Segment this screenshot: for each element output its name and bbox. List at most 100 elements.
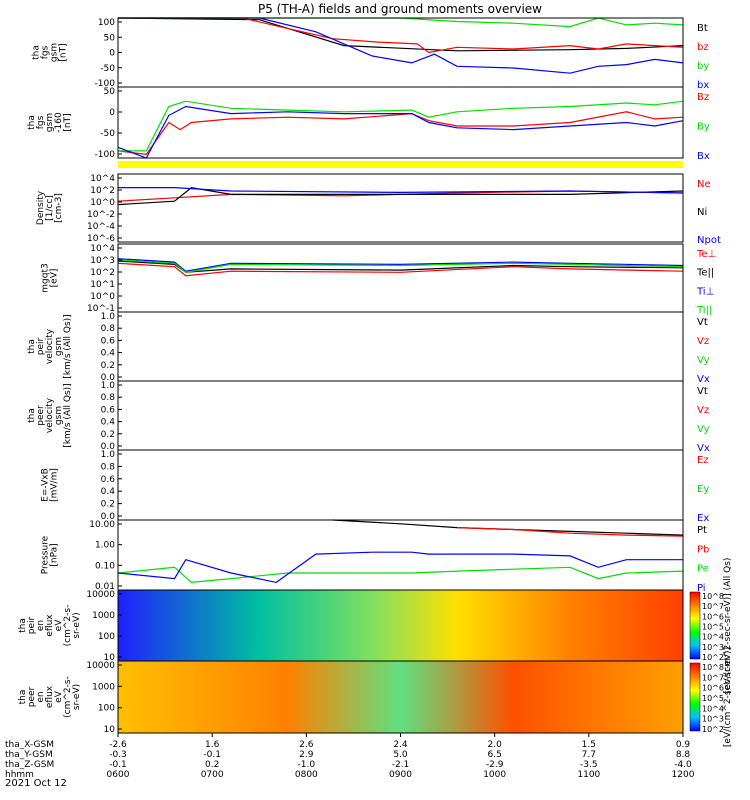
panel-frame <box>117 449 684 521</box>
quality-bar <box>118 161 683 168</box>
legend-Bt: Bt <box>697 23 708 34</box>
x-tick-label: 0900 <box>389 770 412 780</box>
x-tick-label: 2.0 <box>488 740 503 750</box>
y-tick-label: 0.0 <box>101 512 116 522</box>
y-axis-label: tha fgs gsm -160 [nT] <box>27 112 73 133</box>
series-line-Te|| <box>117 260 684 273</box>
y-tick-label: 1000 <box>92 682 115 692</box>
y-tick-label: 10000 <box>86 590 115 600</box>
svg-text:peir: peir <box>36 337 46 355</box>
y-tick-label: 1.00 <box>95 541 115 551</box>
x-tick-label: -2.9 <box>486 760 504 770</box>
legend-By: By <box>697 122 710 133</box>
x-tick-label: -2.1 <box>392 760 410 770</box>
y-tick-label: -100 <box>95 150 116 160</box>
legend-Ey: Ey <box>697 484 709 495</box>
svg-text:eflux: eflux <box>45 614 55 637</box>
y-tick-label: 10^2 <box>90 268 115 278</box>
svg-text:tha: tha <box>32 45 42 60</box>
panel-pressure: Pt Pb Pe Pi 10.00 1.00 0.10 0.01 Pressure [nPa] <box>41 519 709 594</box>
series-line-Bt <box>117 17 684 52</box>
svg-text:[1/cc]: [1/cc] <box>45 195 55 221</box>
legend-Ti⊥: Ti⊥ <box>696 286 714 297</box>
x-tick-label: -2.6 <box>109 740 127 750</box>
x-tick-label: -4.0 <box>674 760 692 770</box>
legend-Te⊥: Te⊥ <box>696 249 716 260</box>
panel-fgs_dsl: Bz By Bx 50 0 -50 -100 tha fgs gsm -160 [nT] <box>27 86 710 162</box>
legend-Vy: Vy <box>697 424 710 435</box>
y-tick-label: 10^-2 <box>87 210 115 220</box>
y-tick-label: 50 <box>104 33 116 43</box>
svg-text:mgqt3: mgqt3 <box>41 263 51 292</box>
svg-text:[km/s (All Qs)]: [km/s (All Qs)] <box>63 314 73 378</box>
panel-frame <box>117 380 684 451</box>
svg-text:gsm: gsm <box>45 113 55 132</box>
y-axis-label: E=-VxB [mV/m] <box>41 468 60 502</box>
y-axis-label: tha peer en eflux eV (cm^2-s-sr-eV) <box>18 676 82 718</box>
y-tick-label: 10^-1 <box>87 304 115 314</box>
svg-text:[eV]: [eV] <box>50 269 60 288</box>
legend-Ne: Ne <box>697 179 711 190</box>
x-tick-label: 1200 <box>672 770 695 780</box>
y-tick-label: 0.4 <box>101 418 116 428</box>
spectrogram-peir_spec <box>118 590 683 661</box>
x-row-label: tha_Y-GSM <box>5 750 53 760</box>
panel-frame <box>117 243 684 313</box>
svg-text:fgs: fgs <box>41 45 51 59</box>
x-tick-label: -1.0 <box>298 760 316 770</box>
panel-frame <box>117 86 684 159</box>
svg-text:[nT]: [nT] <box>59 43 69 61</box>
colorbar-peer_spec <box>689 662 701 732</box>
colorbar-tick: 10^8 <box>702 592 724 601</box>
y-tick-label: -100 <box>95 79 116 89</box>
colorbar-peir_spec <box>689 591 701 660</box>
y-tick-label: 10^4 <box>90 244 115 254</box>
series-line-Ti⊥ <box>117 258 684 272</box>
series-line-bx <box>118 17 684 74</box>
series-line-Te⊥ <box>117 262 684 277</box>
svg-text:sr-eV): sr-eV) <box>72 684 82 710</box>
svg-text:en: en <box>36 691 46 702</box>
x-tick-label: -0.1 <box>203 750 221 760</box>
plot-title: P5 (TH-A) fields and ground moments over… <box>258 2 542 16</box>
y-tick-label: 10^0 <box>90 198 115 208</box>
svg-text:-160: -160 <box>54 112 64 133</box>
y-tick-label: 0 <box>109 49 115 59</box>
svg-text:peer: peer <box>36 405 46 426</box>
x-tick-label: 2.4 <box>393 740 408 750</box>
svg-text:eV: eV <box>54 619 64 632</box>
x-tick-label: 7.7 <box>582 750 596 760</box>
series-line-By <box>118 100 684 152</box>
x-tick-label: 2.9 <box>299 750 314 760</box>
legend-Vt: Vt <box>697 386 708 397</box>
legend-Vt: Vt <box>697 317 708 328</box>
colorbar-tick: 10^2 <box>702 725 724 734</box>
y-tick-label: 10 <box>104 653 116 663</box>
series-line-Ni <box>117 186 684 206</box>
colorbar-label: [eV/(cm^2-sec-sr-eV)] (All Qs) <box>723 558 733 694</box>
x-tick-label: 1100 <box>577 770 600 780</box>
y-tick-label: 10^1 <box>90 280 115 290</box>
y-tick-label: 1.0 <box>101 381 116 391</box>
panel-frame <box>117 17 684 88</box>
x-tick-label: 0800 <box>295 770 318 780</box>
svg-text:eV: eV <box>54 690 64 703</box>
svg-text:tha: tha <box>27 408 37 423</box>
y-tick-label: 0.6 <box>101 336 116 346</box>
y-tick-label: 0.2 <box>101 500 115 510</box>
svg-text:peer: peer <box>27 686 37 707</box>
panel-frame <box>117 311 684 382</box>
svg-text:E=-VxB: E=-VxB <box>41 468 51 502</box>
y-tick-label: 0 <box>109 108 115 118</box>
y-axis-label: tha peir en eflux eV (cm^2-s-sr-eV) <box>18 605 82 647</box>
colorbar-tick: 10^8 <box>702 663 724 672</box>
legend-Bz: Bz <box>697 92 709 103</box>
x-tick-label: 2.6 <box>299 740 314 750</box>
colorbar-tick: 10^5 <box>702 694 724 703</box>
svg-text:peir: peir <box>27 616 37 634</box>
y-tick-label: 100 <box>98 704 115 714</box>
y-tick-label: 0.01 <box>95 582 115 592</box>
x-row-label: tha_X-GSM <box>5 740 54 750</box>
svg-text:(cm^2-s-: (cm^2-s- <box>63 605 73 647</box>
legend-Vz: Vz <box>697 336 709 347</box>
